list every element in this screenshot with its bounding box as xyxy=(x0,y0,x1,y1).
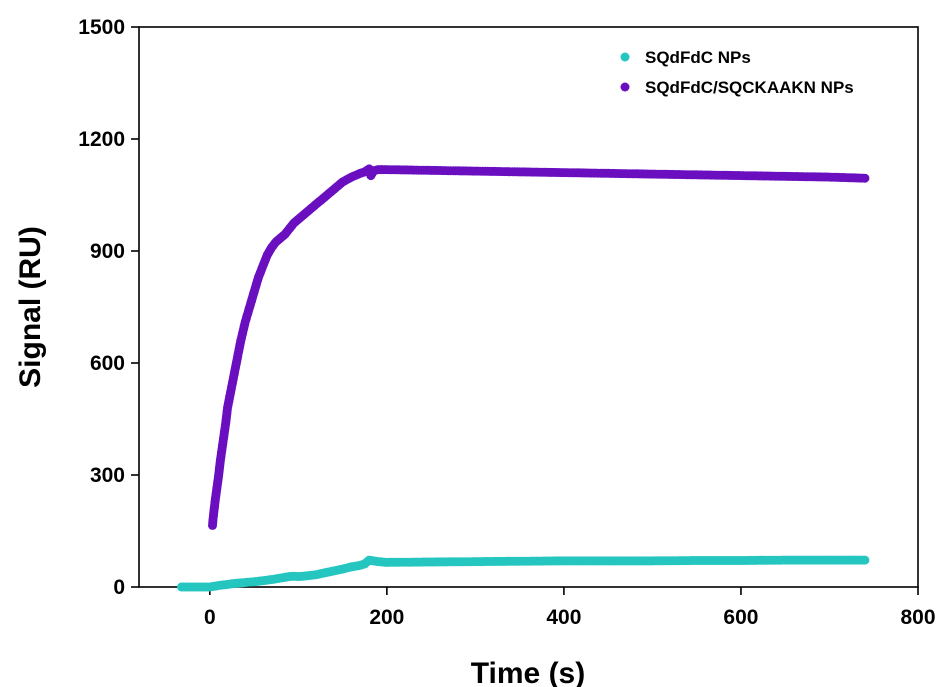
series-0 xyxy=(177,555,870,592)
y-tick-label: 900 xyxy=(90,240,125,263)
x-tick-label: 400 xyxy=(546,606,581,629)
y-tick-label: 600 xyxy=(90,352,125,375)
y-tick-label: 300 xyxy=(90,464,125,487)
series-1 xyxy=(208,164,870,530)
plot-frame xyxy=(138,26,919,588)
data-series xyxy=(177,164,870,592)
legend-marker-sqdfdc-sqckaakn xyxy=(620,82,630,92)
x-tick-label: 200 xyxy=(369,606,404,629)
y-tick-label: 0 xyxy=(113,576,125,599)
y-axis-title: Signal (RU) xyxy=(14,226,47,388)
legend-label-sqdfdc-sqckaakn: SQdFdC/SQCKAAKN NPs xyxy=(645,78,854,97)
data-point xyxy=(860,173,870,183)
y-axis: 0 300 600 900 1200 1500 xyxy=(78,16,139,599)
x-axis-title: Time (s) xyxy=(471,657,585,687)
x-tick-label: 800 xyxy=(900,606,935,629)
x-tick-label: 0 xyxy=(204,606,216,629)
y-tick-label: 1500 xyxy=(78,16,125,39)
x-tick-label: 600 xyxy=(723,606,758,629)
legend-label-sqdfdc: SQdFdC NPs xyxy=(645,48,751,67)
x-axis: 0 200 400 600 800 xyxy=(204,587,936,629)
y-tick-label: 1200 xyxy=(78,128,125,151)
legend: SQdFdC NPs SQdFdC/SQCKAAKN NPs xyxy=(620,48,854,97)
data-point xyxy=(860,555,870,565)
legend-marker-sqdfdc xyxy=(620,52,630,62)
